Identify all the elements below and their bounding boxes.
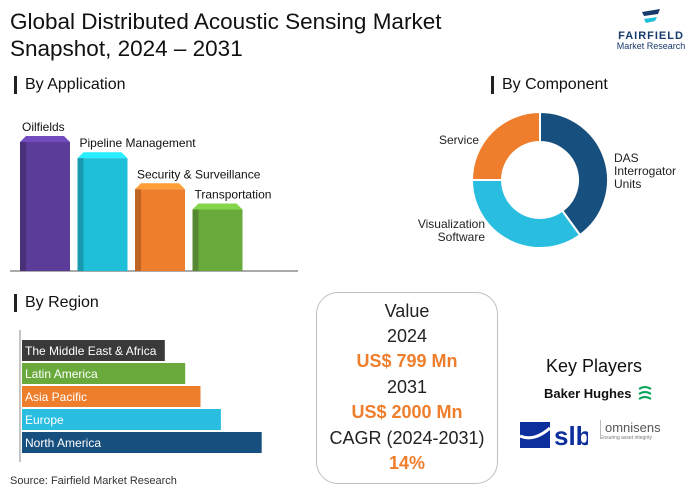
application-label-security-surveillance: Security & Surveillance [137,167,261,181]
title-line-2: Snapshot, 2024 – 2031 [10,36,243,61]
region-label-latin-america: Latin America [25,367,98,381]
region-label-europe: Europe [25,413,64,427]
fairfield-logo: FAIRFIELD Market Research [606,8,696,51]
bar-body [77,158,128,271]
value-label: Value [384,301,430,321]
bar-body [135,189,185,271]
value-2031: US$ 2000 Mn [351,402,463,422]
region-bar-asia-pacific [22,386,201,407]
bar-top [135,183,185,190]
cagr-label: CAGR (2024-2031) [329,428,485,448]
component-label-das-interrogator-units: DAS Interrogator Units [614,151,676,191]
region-bar-latin-america [22,363,186,384]
section-region-heading: By Region [14,294,99,312]
page-title: Global Distributed Acoustic Sensing Mark… [10,8,550,62]
baker-hughes-mark-icon [638,386,652,400]
bar-edge [135,189,141,271]
bar-top [192,203,243,210]
application-bar-chart: Oilfields Pipeline Management Security & S… [10,120,298,272]
slb-mark-icon: slb [519,421,592,451]
section-application-heading: By Application [14,76,126,94]
bar-edge [192,209,199,271]
value-year-2031: 2031 [386,377,428,397]
region-bar-the-middle-east-africa [22,340,165,361]
component-slice-service [470,110,541,181]
omnisens-tagline: Ensuring asset integrity [600,435,652,441]
bar-edge [20,142,26,271]
market-value-box: Value 2024 US$ 799 Mn 2031 US$ 2000 Mn C… [316,292,498,484]
application-label-pipeline-management: Pipeline Management [80,136,197,150]
application-bar-transportation [192,203,243,271]
logo-brand: FAIRFIELD [618,30,684,42]
source-note: Source: Fairfield Market Research [10,475,177,487]
application-bar-pipeline-management [77,152,128,271]
bar-top [20,136,70,142]
slb-wordmark: slb [554,421,588,451]
application-label-oilfields: Oilfields [22,120,65,134]
bar-body [192,209,243,271]
baker-hughes-name: Baker Hughes [544,386,632,401]
bar-edge [77,158,84,271]
logo-sub: Market Research [616,41,686,51]
key-players-heading: Key Players [545,356,643,376]
fairfield-mark-icon [642,9,660,23]
region-label-north-america: North America [25,436,101,450]
region-label-the-middle-east-africa: The Middle East & Africa [25,344,157,358]
region-bar-north-america [22,432,262,453]
component-label-service: Service [439,133,479,147]
title-line-1: Global Distributed Acoustic Sensing Mark… [10,9,442,34]
region-bar-chart: The Middle East & Africa Latin America Asi… [19,330,262,462]
cagr-value: 14% [388,453,426,473]
omnisens-logo: omnisens Ensuring asset integrity [600,420,661,441]
value-year-2024: 2024 [386,326,428,346]
component-slice-visualization-software [470,179,582,249]
component-label-visualization-software: Visualization Software [418,217,485,244]
bar-top [77,152,128,159]
component-donut-chart: DAS Interrogator Units Visualization Softwar… [418,110,676,249]
region-label-asia-pacific: Asia Pacific [25,390,87,404]
application-bar-oilfields [20,136,70,271]
component-slice-das-interrogator-units [539,110,609,237]
baker-hughes-logo: Baker Hughes [544,386,664,401]
omnisens-name: omnisens [600,420,661,435]
region-bar-europe [22,409,221,430]
value-2024: US$ 799 Mn [356,351,458,371]
bar-body [20,142,70,271]
section-component-heading: By Component [491,76,608,94]
application-bar-security-surveillance [135,183,185,271]
slb-logo: slb [519,418,592,457]
application-label-transportation: Transportation [195,188,272,202]
